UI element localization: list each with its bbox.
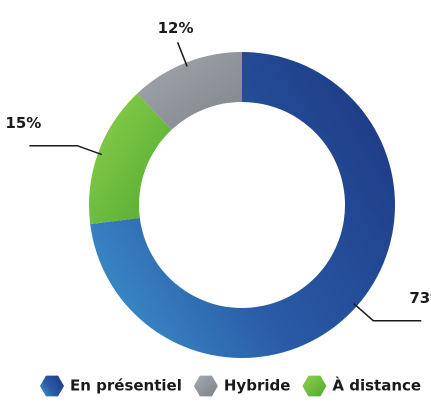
- leader-line: [176, 42, 188, 67]
- leader-line: [29, 144, 103, 156]
- leader-line: [353, 302, 422, 322]
- donut-segment: [90, 52, 396, 358]
- donut-segment: [89, 93, 172, 225]
- legend-label: Hybride: [224, 377, 291, 395]
- legend-swatch: [193, 375, 218, 397]
- donut-segment: [137, 51, 242, 130]
- value-label: 73%: [409, 289, 431, 307]
- legend-label: À distance: [332, 376, 421, 395]
- value-label: 15%: [5, 114, 41, 132]
- legend-swatch: [40, 375, 64, 397]
- value-label: 12%: [158, 19, 194, 37]
- legend-swatch: [302, 375, 327, 397]
- legend-label: En présentiel: [70, 377, 182, 395]
